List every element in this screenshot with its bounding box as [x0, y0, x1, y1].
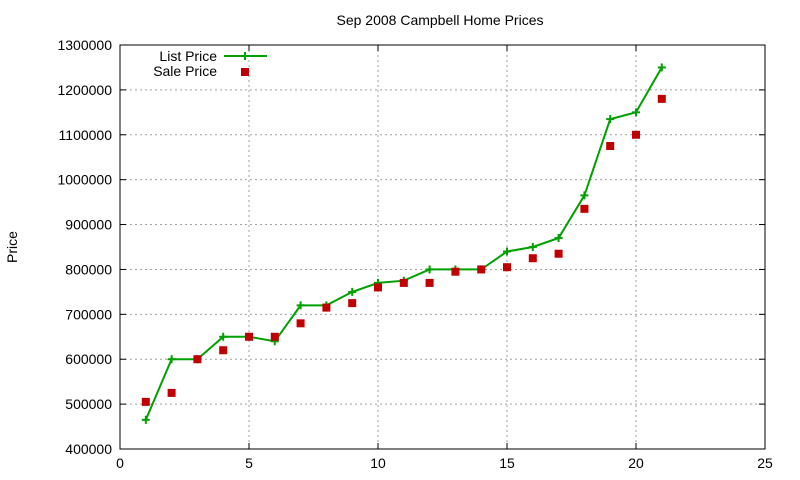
sale-price-point [270, 332, 279, 341]
y-tick-label: 900000 [65, 217, 112, 233]
sale-price-point [219, 346, 228, 355]
legend-marker-sale-price [241, 68, 249, 76]
sale-price-point [632, 130, 640, 139]
chart-title: Sep 2008 Campbell Home Prices [337, 12, 544, 28]
list-price-point [348, 287, 357, 296]
series-sale-price [141, 94, 666, 406]
y-tick-label: 500000 [65, 396, 112, 412]
legend-label-list-price: List Price [159, 48, 217, 64]
y-tick-label: 700000 [65, 306, 112, 322]
sale-price-point [477, 265, 486, 274]
x-tick-label: 10 [370, 455, 386, 471]
x-tick-label: 5 [245, 455, 253, 471]
series-list-price [141, 63, 666, 424]
grid [120, 45, 765, 449]
sale-price-point [167, 388, 176, 397]
sale-price-point [606, 142, 615, 150]
sale-price-point [322, 303, 331, 312]
sale-price-point [245, 332, 253, 341]
x-tick-label: 15 [499, 455, 515, 471]
list-price-point [554, 234, 563, 243]
legend-marker-list-price [241, 52, 249, 60]
sale-price-point [425, 278, 434, 287]
sale-price-point [348, 299, 357, 308]
series-area [141, 63, 666, 424]
sale-price-point [374, 283, 382, 292]
list-price-point [219, 332, 228, 341]
legend-label-sale-price: Sale Price [153, 63, 217, 79]
x-tick-label: 0 [116, 455, 124, 471]
sale-price-point [296, 319, 305, 328]
sale-price-point [399, 278, 408, 287]
list-price-point [606, 115, 615, 124]
y-tick-label: 1300000 [57, 37, 112, 53]
list-price-point [167, 355, 176, 364]
y-tick-label: 1200000 [57, 82, 112, 98]
sale-price-point [657, 94, 666, 103]
sale-price-point [193, 355, 202, 364]
list-price-point [141, 415, 150, 424]
y-tick-label: 1100000 [59, 127, 113, 143]
list-price-point [296, 301, 305, 310]
list-price-point [580, 191, 589, 200]
list-price-point [425, 265, 434, 274]
y-tick-label: 1000000 [57, 172, 112, 188]
list-price-point [657, 63, 666, 72]
y-axis-label: Price [4, 231, 20, 263]
list-price-point [632, 108, 640, 117]
sale-price-point [554, 249, 563, 258]
y-tick-label: 400000 [65, 441, 112, 457]
sale-price-point [451, 267, 460, 276]
sale-price-point [580, 204, 589, 213]
y-tick-label: 800000 [65, 261, 112, 277]
list-price-point [503, 247, 511, 256]
list-price-line [144, 66, 663, 421]
plot-frame [119, 44, 766, 450]
ticks: 0 5 10 15 20 25 400000 500000 600000 700000 800000… [57, 37, 773, 471]
x-tick-label: 25 [757, 455, 773, 471]
sale-price-point [528, 254, 537, 263]
y-tick-label: 600000 [65, 351, 112, 367]
list-price-point [528, 243, 537, 251]
sale-price-point [503, 263, 511, 272]
sale-price-point [141, 397, 150, 406]
x-tick-label: 20 [628, 455, 644, 471]
